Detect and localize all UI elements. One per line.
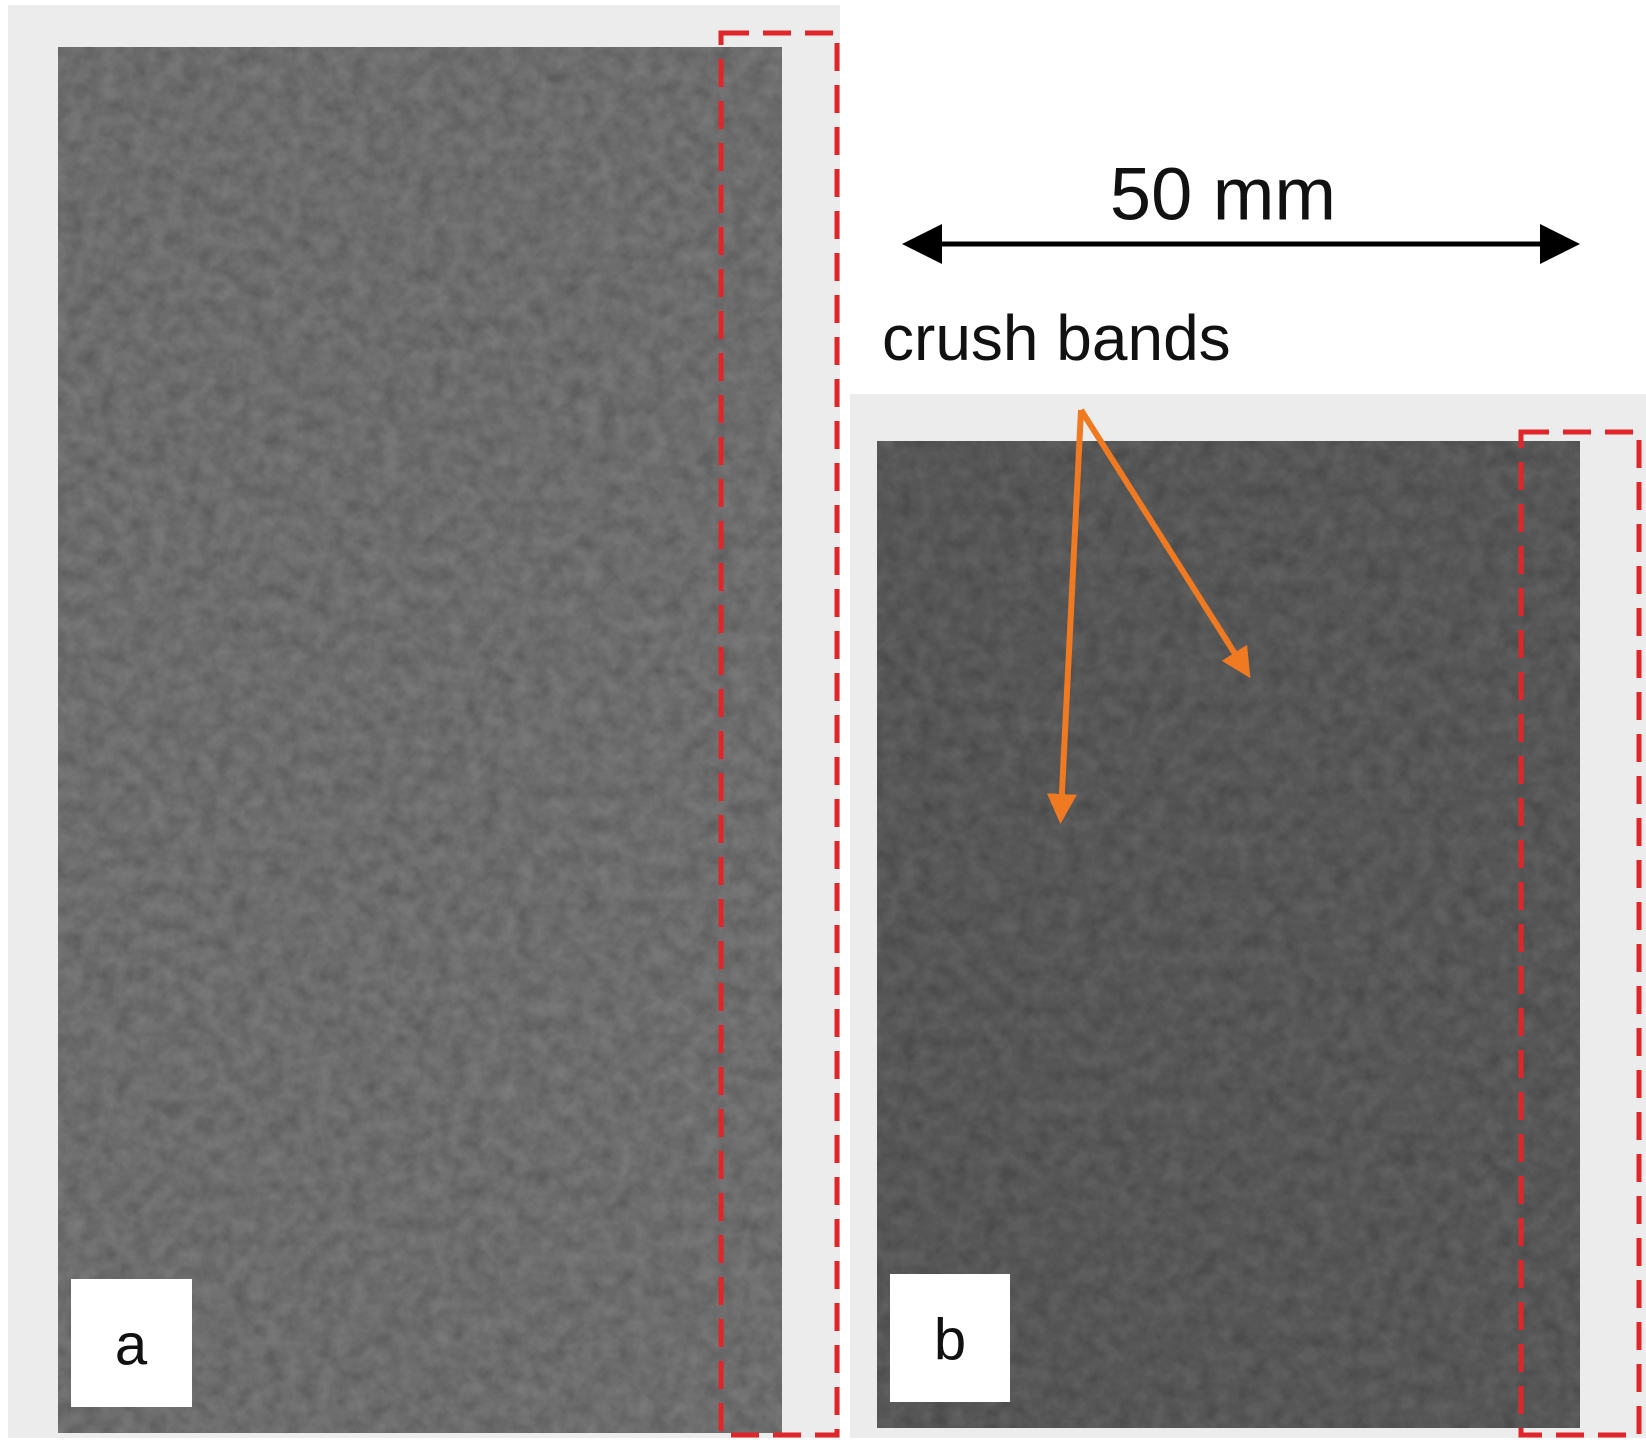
foam-sample	[58, 47, 782, 1433]
scale-label: 50 mm	[1110, 153, 1336, 236]
annotation: crush bands	[882, 302, 1231, 374]
panel-a: a	[8, 5, 840, 1438]
panel-label: a	[115, 1312, 148, 1377]
panel-label: b	[934, 1307, 966, 1372]
figure: a b 50 mm crush bands	[0, 0, 1646, 1440]
panel-b: b	[850, 394, 1646, 1438]
